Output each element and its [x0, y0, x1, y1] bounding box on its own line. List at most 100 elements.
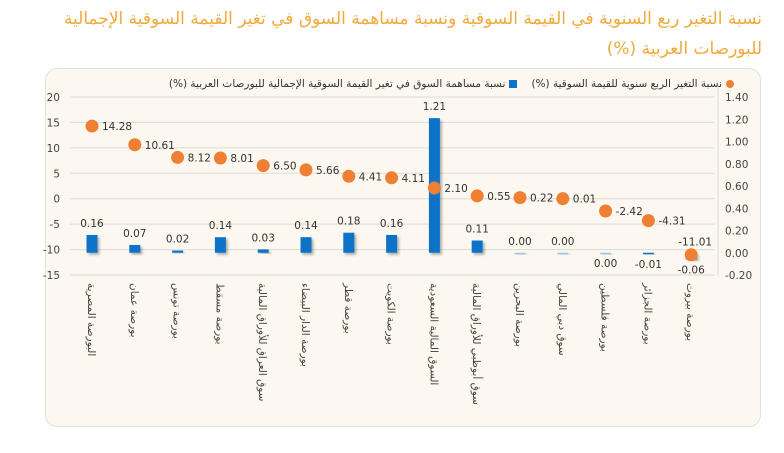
category-label: بورصة الدار البيضاء: [299, 283, 311, 367]
right-axis-tick: 1.20: [725, 114, 748, 126]
dot-label: 8.01: [230, 153, 253, 165]
dot: [342, 169, 356, 183]
bar-label: 0.02: [166, 234, 189, 246]
dot-label: -11.01: [678, 237, 712, 249]
dot: [599, 204, 613, 218]
right-axis-tick: 0.60: [725, 181, 748, 193]
bar: [642, 252, 654, 255]
right-axis-tick: 1.40: [725, 92, 748, 104]
left-axis-tick: -15: [43, 270, 60, 282]
dot: [213, 151, 227, 165]
bar-label: 0.16: [80, 218, 104, 230]
dot-label: -2.42: [616, 206, 643, 218]
left-axis-tick: 20: [47, 92, 60, 104]
left-axis-tick: 10: [47, 143, 60, 155]
chart-title: نسبة التغير ربع السنوية في القيمة السوقي…: [63, 9, 762, 59]
dot-label: 5.66: [316, 165, 340, 177]
bar-label: -0.06: [678, 264, 705, 276]
bar: [172, 250, 184, 253]
bar-label: 0.14: [209, 220, 233, 232]
bar-label: 0.14: [294, 220, 318, 232]
category-label: بورصة فلسطين: [599, 283, 611, 352]
left-axis-tick: -10: [43, 245, 60, 257]
left-axis-tick: 15: [47, 117, 60, 129]
legend-label: نسبة مساهمة السوق في تغير القيمة السوقية…: [168, 78, 506, 90]
chart-card: [45, 68, 761, 427]
bar-label: 0.18: [337, 216, 360, 228]
category-label: بورصة تونس: [171, 283, 183, 339]
bar: [386, 234, 398, 253]
dot: [556, 192, 570, 206]
legend: نسبة التغير الربع سنوية للقيمة السوقية (…: [169, 78, 734, 90]
left-axis-tick: 5: [53, 168, 60, 180]
category-label: بورصة الكويت: [385, 283, 397, 345]
right-axis-tick: 0.20: [725, 226, 748, 238]
dot: [128, 138, 142, 152]
category-label: بورصة الجزائر: [641, 282, 653, 345]
category-label: بورصة بيروت: [684, 283, 696, 341]
dot-label: 2.10: [444, 183, 467, 195]
bar: [257, 249, 269, 253]
right-axis-tick: 0.80: [725, 159, 748, 171]
category-label: سوق دبي المالي: [556, 283, 568, 356]
dot: [641, 214, 655, 228]
right-axis-tick: 0.40: [725, 203, 748, 215]
dot-label: 14.28: [102, 121, 132, 133]
dot-label: 0.22: [530, 193, 553, 205]
dot: [470, 189, 484, 203]
category-label: سوق أبوظبي للأوراق المالية: [470, 283, 484, 405]
category-label: السوق المالية السعودية: [427, 283, 439, 385]
dot: [385, 171, 399, 185]
bar-label: 1.21: [423, 101, 446, 113]
bar: [514, 252, 526, 255]
right-axis-tick: 1.00: [725, 137, 748, 149]
bar: [343, 232, 355, 253]
category-label: بورصة عمان: [128, 283, 140, 338]
bar-label: 0.00: [551, 236, 574, 248]
category-label: سوق العراق للأوراق المالية: [256, 283, 269, 401]
bar: [557, 252, 569, 255]
dot: [256, 159, 270, 173]
legend-label: نسبة التغير الربع سنوية للقيمة السوقية (…: [531, 78, 722, 90]
bar: [86, 234, 98, 253]
dot: [299, 163, 313, 177]
bar-label: 0.07: [123, 228, 146, 240]
dot-label: 0.01: [573, 194, 596, 206]
legend-item-quarterly-change: نسبة التغير الربع سنوية للقيمة السوقية (…: [531, 78, 734, 90]
bar-label: 0.11: [466, 224, 489, 236]
bar-label: 0.16: [380, 218, 404, 230]
dot-label: 10.61: [145, 140, 175, 152]
bar: [129, 244, 141, 253]
dot: [427, 181, 441, 195]
dot: [171, 150, 185, 164]
dot-label: -4.31: [658, 216, 685, 228]
left-axis-tick: 0: [53, 194, 60, 206]
dot-label: 6.50: [273, 161, 296, 173]
bar-label: 0.03: [252, 232, 275, 244]
dot-label: 0.55: [487, 191, 510, 203]
blue-square-icon: [509, 80, 518, 88]
bar: [300, 237, 312, 253]
category-label: بورصة قطر: [342, 282, 354, 334]
legend-item-contribution: نسبة مساهمة السوق في تغير القيمة السوقية…: [169, 78, 518, 90]
left-axis-tick: -5: [50, 219, 60, 231]
dot-label: 4.11: [402, 173, 425, 185]
bar-label: 0.00: [508, 236, 531, 248]
right-axis-tick: 0.00: [725, 248, 748, 260]
category-label: بورصة مسقط: [213, 283, 225, 345]
bar: [471, 240, 483, 253]
bar: [214, 237, 226, 253]
orange-dot-icon: [726, 80, 734, 88]
bar-label: 0.00: [594, 258, 617, 270]
dot: [513, 191, 527, 205]
category-label: البورصة المصرية: [85, 283, 97, 356]
dot: [684, 248, 698, 262]
dot-label: 8.12: [188, 152, 211, 164]
dot: [85, 119, 99, 133]
category-label: بورصة البحرين: [513, 283, 525, 347]
bar-label: -0.01: [635, 259, 662, 271]
right-axis-tick: -0.20: [725, 270, 752, 282]
dot-label: 4.41: [359, 171, 382, 183]
bar: [600, 252, 612, 255]
